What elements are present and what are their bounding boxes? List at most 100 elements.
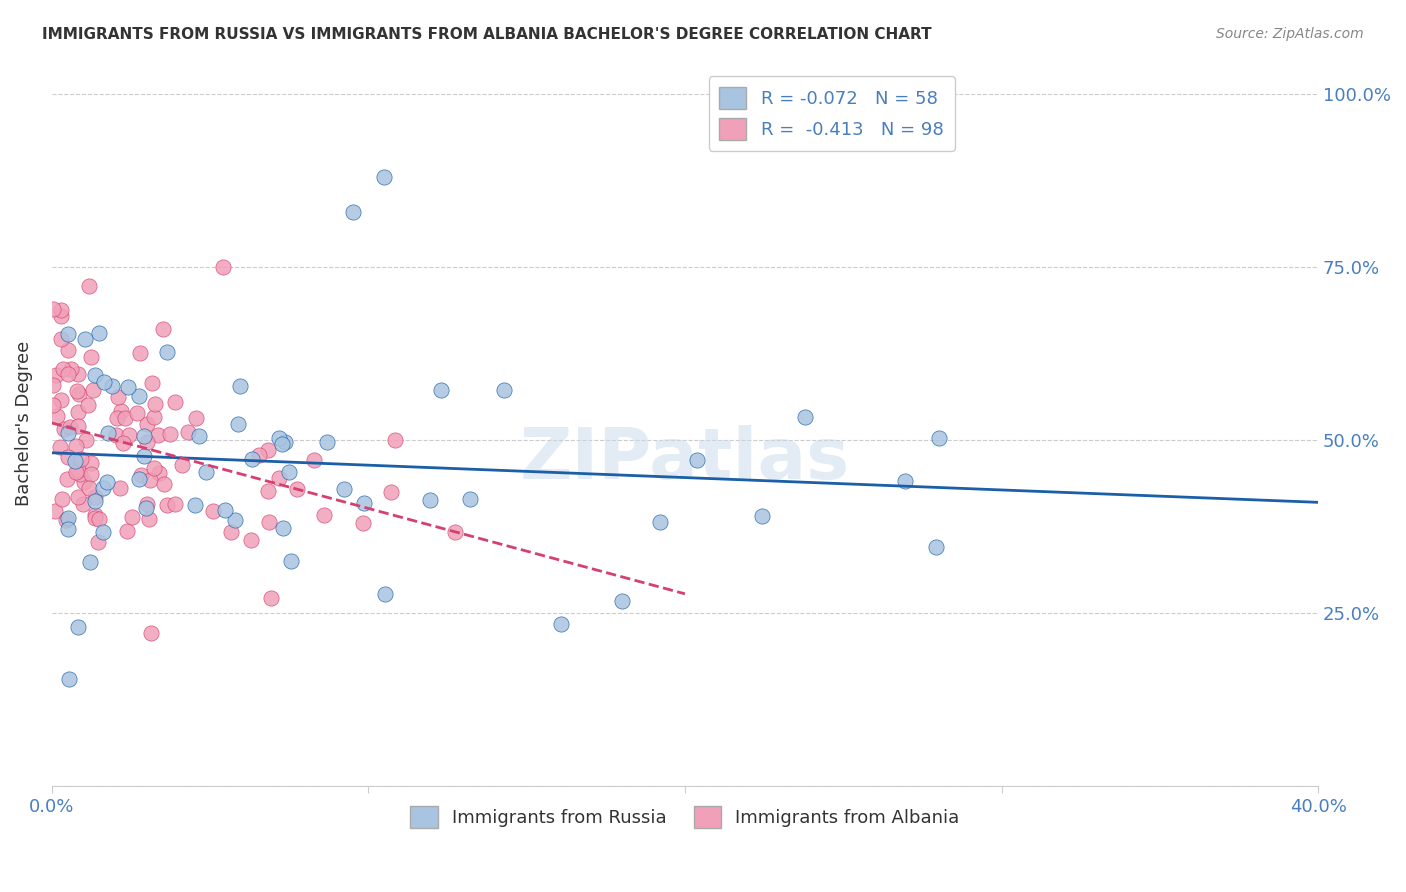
Immigrants from Albania: [107, 390, 129, 404]
Immigrants from Albania: [159, 427, 181, 442]
Immigrants from Albania: [384, 433, 406, 447]
Immigrants from Albania: [58, 450, 80, 465]
Immigrants from Russia: [793, 409, 815, 424]
Immigrants from Albania: [42, 397, 65, 411]
Immigrants from Russia: [342, 205, 364, 219]
Immigrants from Russia: [83, 368, 105, 382]
Immigrants from Russia: [184, 499, 207, 513]
Immigrants from Russia: [686, 452, 709, 467]
Immigrants from Albania: [177, 425, 200, 440]
Immigrants from Russia: [224, 513, 246, 527]
Immigrants from Albania: [302, 452, 325, 467]
Immigrants from Albania: [55, 513, 77, 527]
Immigrants from Albania: [70, 451, 93, 466]
Immigrants from Russia: [267, 431, 290, 445]
Immigrants from Albania: [184, 410, 207, 425]
Immigrants from Russia: [751, 509, 773, 524]
Immigrants from Albania: [77, 398, 100, 412]
Immigrants from Russia: [430, 383, 453, 397]
Immigrants from Russia: [458, 492, 481, 507]
Immigrants from Russia: [494, 383, 516, 397]
Immigrants from Russia: [315, 435, 337, 450]
Immigrants from Albania: [353, 516, 375, 531]
Text: ZIPatlas: ZIPatlas: [520, 425, 851, 494]
Immigrants from Russia: [73, 332, 96, 346]
Immigrants from Russia: [132, 429, 155, 443]
Immigrants from Albania: [49, 440, 72, 454]
Immigrants from Albania: [260, 591, 283, 605]
Immigrants from Albania: [165, 394, 187, 409]
Immigrants from Albania: [112, 436, 135, 450]
Immigrants from Albania: [42, 302, 65, 317]
Immigrants from Albania: [80, 467, 103, 481]
Immigrants from Albania: [129, 345, 152, 359]
Immigrants from Albania: [49, 303, 72, 318]
Immigrants from Albania: [72, 497, 94, 511]
Immigrants from Albania: [69, 467, 91, 481]
Immigrants from Albania: [80, 350, 103, 364]
Immigrants from Russia: [925, 541, 948, 555]
Immigrants from Russia: [195, 465, 218, 479]
Immigrants from Russia: [97, 425, 120, 440]
Immigrants from Albania: [114, 410, 136, 425]
Immigrants from Albania: [65, 439, 87, 453]
Text: Source: ZipAtlas.com: Source: ZipAtlas.com: [1216, 27, 1364, 41]
Immigrants from Russia: [79, 555, 101, 569]
Immigrants from Albania: [380, 484, 402, 499]
Immigrants from Albania: [257, 515, 280, 529]
Immigrants from Albania: [142, 461, 165, 475]
Immigrants from Russia: [83, 493, 105, 508]
Immigrants from Russia: [277, 465, 299, 479]
Immigrants from Albania: [49, 332, 72, 346]
Immigrants from Albania: [51, 309, 73, 323]
Immigrants from Russia: [91, 482, 114, 496]
Immigrants from Russia: [648, 515, 671, 529]
Immigrants from Albania: [117, 524, 139, 538]
Immigrants from Russia: [96, 475, 118, 490]
Y-axis label: Bachelor's Degree: Bachelor's Degree: [15, 341, 32, 506]
Immigrants from Russia: [373, 170, 395, 185]
Immigrants from Albania: [146, 428, 169, 442]
Immigrants from Russia: [419, 493, 441, 508]
Immigrants from Russia: [128, 389, 150, 403]
Immigrants from Albania: [212, 260, 235, 275]
Immigrants from Russia: [226, 417, 249, 432]
Immigrants from Albania: [202, 504, 225, 518]
Immigrants from Russia: [93, 376, 115, 390]
Immigrants from Albania: [75, 433, 97, 447]
Immigrants from Russia: [132, 450, 155, 464]
Immigrants from Albania: [118, 428, 141, 442]
Immigrants from Russia: [550, 616, 572, 631]
Immigrants from Russia: [214, 502, 236, 516]
Immigrants from Albania: [51, 492, 73, 507]
Immigrants from Albania: [58, 367, 80, 381]
Immigrants from Albania: [52, 362, 75, 376]
Text: IMMIGRANTS FROM RUSSIA VS IMMIGRANTS FROM ALBANIA BACHELOR'S DEGREE CORRELATION : IMMIGRANTS FROM RUSSIA VS IMMIGRANTS FRO…: [42, 27, 932, 42]
Immigrants from Russia: [91, 525, 114, 540]
Immigrants from Russia: [271, 521, 294, 535]
Immigrants from Russia: [894, 474, 917, 488]
Immigrants from Albania: [312, 508, 335, 522]
Immigrants from Albania: [247, 448, 270, 462]
Immigrants from Albania: [66, 384, 89, 398]
Immigrants from Albania: [148, 466, 170, 480]
Immigrants from Albania: [152, 321, 174, 335]
Immigrants from Albania: [72, 475, 94, 489]
Immigrants from Albania: [256, 484, 278, 499]
Immigrants from Russia: [353, 496, 375, 510]
Immigrants from Russia: [56, 326, 79, 341]
Immigrants from Russia: [271, 437, 294, 451]
Immigrants from Albania: [121, 510, 143, 524]
Immigrants from Russia: [135, 501, 157, 516]
Immigrants from Russia: [273, 434, 295, 449]
Immigrants from Albania: [240, 533, 263, 548]
Immigrants from Albania: [104, 428, 127, 442]
Immigrants from Albania: [89, 512, 111, 526]
Immigrants from Russia: [63, 454, 86, 468]
Immigrants from Russia: [229, 379, 252, 393]
Immigrants from Russia: [56, 522, 79, 536]
Immigrants from Russia: [87, 326, 110, 340]
Immigrants from Russia: [187, 429, 209, 443]
Immigrants from Albania: [143, 397, 166, 411]
Immigrants from Russia: [56, 426, 79, 441]
